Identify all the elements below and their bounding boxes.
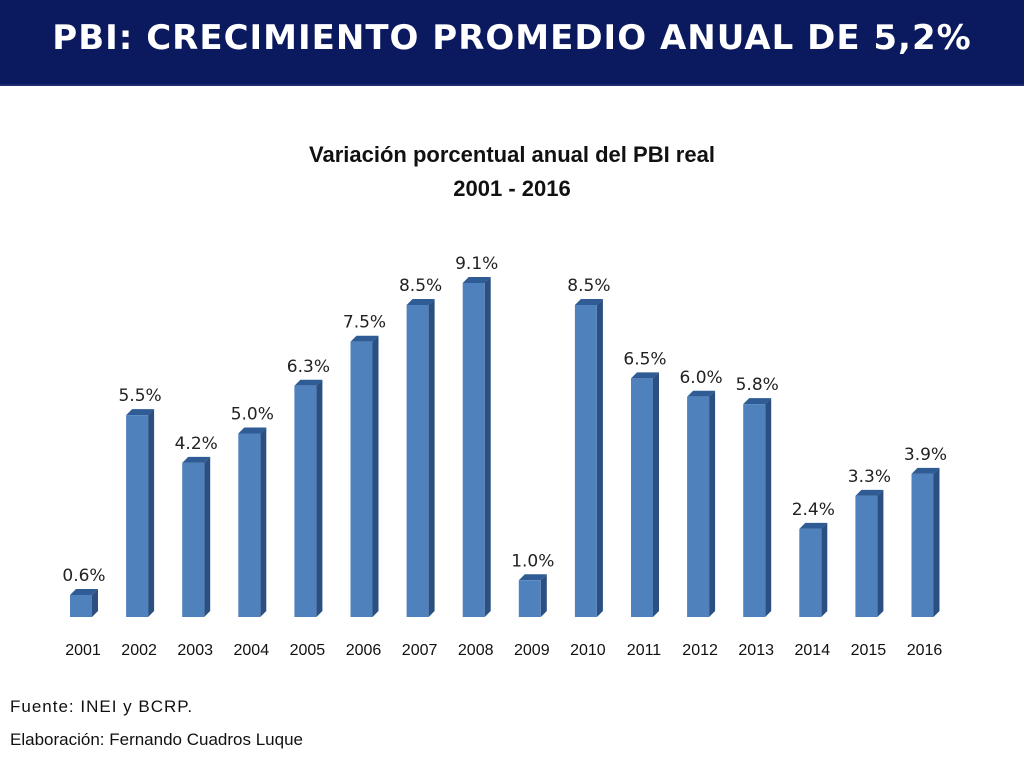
tick-label: 2006 [346,642,382,659]
data-label: 2.4% [792,500,835,520]
data-label: 0.6% [62,566,105,586]
tick-label: 2015 [851,642,887,659]
bar [855,489,884,617]
data-label: 6.3% [287,357,330,377]
page-title: PBI: CRECIMIENTO PROMEDIO ANUAL DE 5,2% [52,18,972,58]
tick-label: 2008 [458,642,494,659]
tick-label: 2001 [65,642,101,659]
tick-label: 2005 [290,642,326,659]
header-banner: PBI: CRECIMIENTO PROMEDIO ANUAL DE 5,2% [0,0,1024,86]
chart-title: Variación porcentual anual del PBI real [309,142,715,167]
tick-label: 2016 [907,642,943,659]
data-label: 3.3% [848,467,891,487]
tick-label: 2011 [627,642,662,659]
bar [70,588,98,617]
credit-note: Elaboración: Fernando Cuadros Luque [10,730,303,749]
bar [574,299,603,617]
bar [294,379,323,617]
data-label: 8.5% [567,276,610,296]
data-label: 5.8% [736,375,779,395]
data-label: 8.5% [399,276,442,296]
tick-label: 2010 [570,642,606,659]
bar [518,574,547,617]
data-label: 6.0% [679,368,722,388]
data-label: 5.5% [118,386,161,406]
bar [687,390,716,617]
bar [406,299,435,617]
tick-label: 2014 [795,642,831,659]
data-label: 4.2% [175,434,218,454]
bar [799,522,828,617]
bar [911,467,940,617]
source-note: Fuente: INEI y BCRP. [10,697,194,716]
data-label: 9.1% [455,254,498,274]
tick-label: 2002 [121,642,157,659]
bar [631,372,659,617]
chart-subtitle: 2001 - 2016 [453,176,571,201]
bar [462,277,491,617]
bar [182,456,211,617]
data-label: 5.0% [231,404,274,424]
tick-label: 2004 [234,642,270,659]
tick-label: 2013 [738,642,774,659]
data-label: 3.9% [904,445,947,465]
data-label: 7.5% [343,313,386,333]
tick-label: 2012 [682,642,718,659]
bar [126,409,155,617]
bar [238,427,267,617]
tick-label: 2003 [177,642,213,659]
data-label: 1.0% [511,551,554,571]
tick-label: 2009 [514,642,550,659]
tick-label: 2007 [402,642,438,659]
bar [350,335,379,617]
bar [743,398,772,617]
data-label: 6.5% [623,349,666,369]
